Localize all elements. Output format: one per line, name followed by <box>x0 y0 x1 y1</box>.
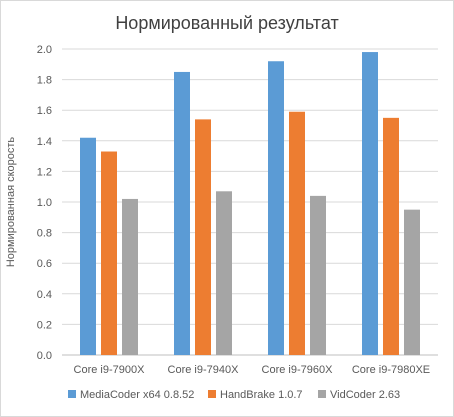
bar-1-1 <box>80 137 96 355</box>
category-label: Core i9-7980XE <box>352 364 430 376</box>
bar-2-2 <box>195 119 211 355</box>
y-tick-label: 2.0 <box>37 44 52 56</box>
y-tick-label: 1.4 <box>37 136 52 148</box>
bar-2-1 <box>101 151 117 355</box>
legend-label: MediaCoder x64 0.8.52 <box>80 389 194 401</box>
legend-label: HandBrake 1.0.7 <box>220 389 303 401</box>
category-label: Core i9-7900X <box>74 364 146 376</box>
legend-swatch <box>318 390 326 398</box>
y-tick-label: 0.2 <box>37 319 52 331</box>
y-tick-label: 1.0 <box>37 197 52 209</box>
category-labels: Core i9-7900X Core i9-7940X Core i9-7960X C… <box>74 364 431 376</box>
y-tick-labels: 0.0 0.2 0.4 0.6 0.8 1.0 1.2 1.4 1.6 1.8 2.0 <box>37 44 52 362</box>
chart-title: Нормированный результат <box>115 13 338 33</box>
bar-1-3 <box>268 61 284 356</box>
y-tick-label: 0.0 <box>37 350 52 362</box>
bar-3-3 <box>310 195 326 355</box>
y-axis-label: Нормированная скорость <box>5 137 17 268</box>
gridlines <box>62 48 438 356</box>
bar-1-2 <box>174 71 190 355</box>
bar-3-2 <box>216 191 232 355</box>
y-tick-label: 1.6 <box>37 105 52 117</box>
bar-3-4 <box>404 209 420 355</box>
bar-1-4 <box>362 52 378 356</box>
y-tick-label: 1.2 <box>37 166 52 178</box>
category-label: Core i9-7940X <box>168 364 240 376</box>
y-tick-label: 0.8 <box>37 228 52 240</box>
legend-swatch <box>68 390 76 398</box>
bar-3-1 <box>122 198 138 355</box>
y-tick-label: 0.6 <box>37 258 52 270</box>
category-label: Core i9-7960X <box>262 364 334 376</box>
bars <box>80 52 420 356</box>
legend-label: VidCoder 2.63 <box>330 389 400 401</box>
bar-2-4 <box>383 117 399 355</box>
y-tick-label: 0.4 <box>37 289 52 301</box>
bar-2-3 <box>289 111 305 355</box>
legend-swatch <box>208 390 216 398</box>
legend: MediaCoder x64 0.8.52 HandBrake 1.0.7 VidC… <box>68 389 400 401</box>
y-tick-label: 1.8 <box>37 75 52 87</box>
